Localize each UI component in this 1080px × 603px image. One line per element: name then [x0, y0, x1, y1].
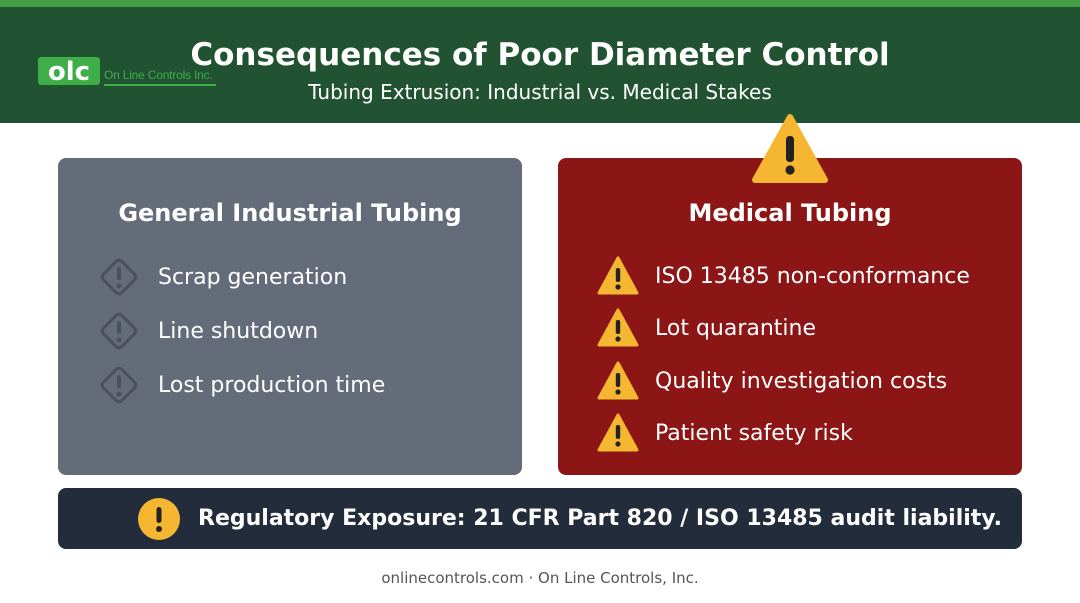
logo-underline	[104, 84, 216, 86]
industrial-item-label: Scrap generation	[158, 265, 348, 290]
large-warning-triangle-icon	[752, 114, 828, 183]
industrial-item: Scrap generation	[58, 255, 522, 299]
page-subtitle: Tubing Extrusion: Industrial vs. Medical…	[308, 80, 772, 104]
logo-company-name: On Line Controls Inc.	[104, 68, 213, 82]
warning-triangle-icon	[597, 308, 639, 347]
warning-triangle-icon	[597, 361, 639, 400]
medical-item-label: Lot quarantine	[655, 316, 817, 341]
medical-item-label: ISO 13485 non-conformance	[655, 264, 970, 289]
industrial-item-label: Line shutdown	[158, 319, 319, 344]
regulatory-banner-text: Regulatory Exposure: 21 CFR Part 820 / I…	[198, 506, 1002, 531]
logo-mark-text: olc	[48, 57, 90, 87]
warning-triangle-icon	[597, 413, 639, 452]
warning-diamond-icon	[100, 312, 138, 350]
industrial-item: Lost production time	[58, 363, 522, 407]
medical-item: ISO 13485 non-conformance	[558, 254, 1022, 298]
header: olc On Line Controls Inc. Consequences o…	[0, 7, 1080, 123]
medical-item: Patient safety risk	[558, 411, 1022, 455]
regulatory-banner: Regulatory Exposure: 21 CFR Part 820 / I…	[58, 488, 1022, 549]
company-logo: olc On Line Controls Inc.	[38, 54, 218, 90]
warning-triangle-icon	[597, 256, 639, 295]
medical-item: Lot quarantine	[558, 306, 1022, 350]
page-title: Consequences of Poor Diameter Control	[190, 37, 890, 73]
industrial-panel-title: General Industrial Tubing	[118, 199, 462, 227]
warning-diamond-icon	[100, 366, 138, 404]
top-accent-stripe	[0, 0, 1080, 7]
olc-logo-mark: olc	[38, 57, 100, 87]
medical-item-label: Patient safety risk	[655, 421, 853, 446]
industrial-panel: General Industrial Tubing Scrap generati…	[58, 158, 522, 475]
exclamation-circle-icon	[138, 498, 180, 540]
medical-item: Quality investigation costs	[558, 359, 1022, 403]
medical-item-label: Quality investigation costs	[655, 369, 948, 394]
footer-credit: onlinecontrols.com · On Line Controls, I…	[381, 569, 699, 587]
industrial-item-label: Lost production time	[158, 373, 386, 398]
warning-diamond-icon	[100, 258, 138, 296]
industrial-item: Line shutdown	[58, 309, 522, 353]
medical-panel-title: Medical Tubing	[688, 199, 892, 227]
medical-panel: Medical Tubing ISO 13485 non-conformance…	[558, 158, 1022, 475]
